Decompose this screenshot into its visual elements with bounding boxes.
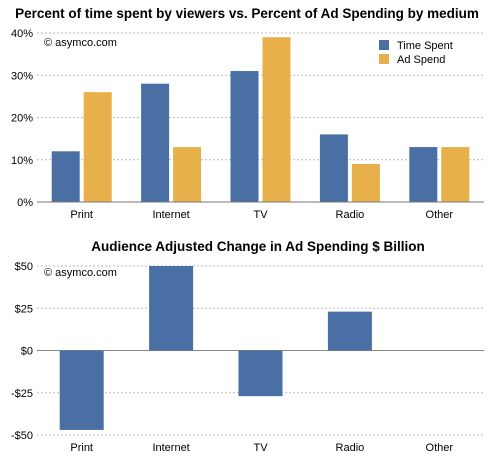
bar bbox=[149, 266, 194, 351]
x-tick-label: Internet bbox=[152, 442, 189, 454]
y-tick-label: 30% bbox=[11, 70, 33, 82]
y-tick-label: $50 bbox=[15, 261, 33, 273]
y-tick-label: 0% bbox=[17, 197, 33, 209]
bar bbox=[230, 71, 259, 203]
chart2-x-axis: Print Internet TV Radio Other bbox=[70, 442, 453, 454]
legend-label-ad-spend: Ad Spend bbox=[397, 54, 445, 66]
bar bbox=[327, 311, 372, 351]
y-tick-label: $0 bbox=[21, 346, 33, 358]
y-tick-label: -$25 bbox=[11, 388, 33, 400]
y-tick-label: 20% bbox=[11, 113, 33, 125]
legend-swatch-time-spent bbox=[379, 40, 389, 50]
x-tick-label: TV bbox=[253, 209, 268, 221]
chart1-bars bbox=[51, 37, 470, 203]
legend-label-time-spent: Time Spent bbox=[397, 40, 453, 52]
bar bbox=[262, 37, 291, 202]
bar bbox=[173, 147, 202, 202]
y-tick-label: 40% bbox=[11, 28, 33, 40]
chart2-y-axis: -$50 -$25 $0 $25 $50 bbox=[11, 261, 33, 442]
chart1-y-axis: 0% 10% 20% 30% 40% bbox=[11, 28, 33, 209]
y-tick-label: 10% bbox=[11, 155, 33, 167]
y-tick-label: $25 bbox=[15, 303, 33, 315]
x-tick-label: Internet bbox=[152, 209, 189, 221]
bar bbox=[141, 83, 170, 202]
x-tick-label: Other bbox=[426, 442, 454, 454]
bar bbox=[441, 147, 470, 202]
x-tick-label: TV bbox=[253, 442, 268, 454]
bar bbox=[351, 163, 380, 202]
y-tick-label: -$50 bbox=[11, 430, 33, 442]
chart2-bars bbox=[59, 266, 372, 430]
chart2-copyright: © asymco.com bbox=[44, 267, 117, 279]
chart1-x-axis: Print Internet TV Radio Other bbox=[70, 209, 453, 221]
x-tick-label: Print bbox=[70, 209, 93, 221]
x-tick-label: Radio bbox=[336, 209, 365, 221]
chart1-title: Percent of time spent by viewers vs. Per… bbox=[15, 6, 479, 21]
bar bbox=[59, 350, 104, 430]
bar bbox=[83, 92, 112, 202]
chart2-title: Audience Adjusted Change in Ad Spending … bbox=[91, 239, 425, 254]
legend-swatch-ad-spend bbox=[379, 54, 389, 64]
bar bbox=[238, 350, 283, 397]
bar bbox=[319, 134, 348, 202]
chart1-copyright: © asymco.com bbox=[44, 37, 117, 49]
bar bbox=[51, 151, 80, 202]
x-tick-label: Print bbox=[70, 442, 93, 454]
x-tick-label: Radio bbox=[336, 442, 365, 454]
x-tick-label: Other bbox=[426, 209, 454, 221]
chart1-legend: Time Spent Ad Spend bbox=[379, 40, 453, 66]
bar bbox=[409, 147, 438, 202]
